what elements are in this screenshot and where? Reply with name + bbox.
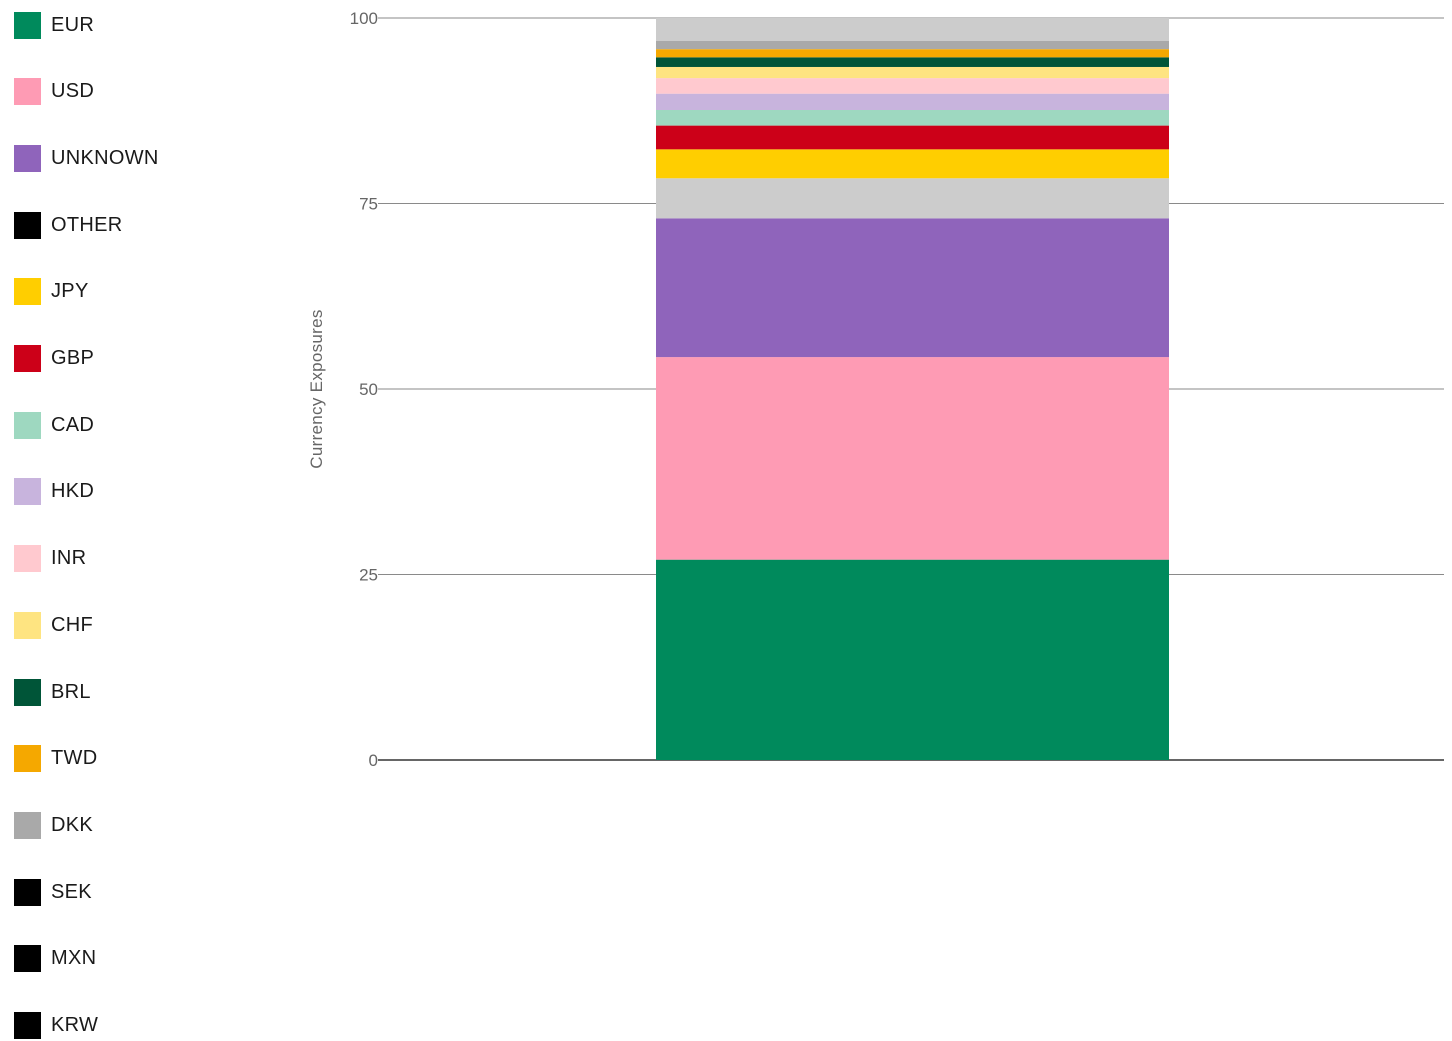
legend-label: USD [51, 80, 95, 103]
bar-segment-chf[interactable] [656, 66, 1169, 79]
y-tick-label: 75 [359, 195, 378, 214]
bar-segment-hkd[interactable] [656, 93, 1169, 111]
bar-segment-twd[interactable] [656, 49, 1169, 58]
bar-segment-remainder[interactable] [656, 18, 1169, 42]
legend-label: KRW [51, 1014, 99, 1036]
legend-item-eur[interactable]: EUR [14, 11, 94, 39]
legend-item-twd[interactable]: TWD [14, 745, 97, 773]
y-tick-label: 0 [369, 751, 378, 770]
bar-segment-jpy[interactable] [656, 149, 1169, 179]
legend-item-other[interactable]: OTHER [14, 211, 123, 239]
legend-swatch [14, 1012, 41, 1039]
bar-segment-cad[interactable] [656, 110, 1169, 126]
legend-label: BRL [51, 680, 91, 703]
legend-item-jpy[interactable]: JPY [14, 278, 89, 306]
legend-swatch [14, 278, 41, 306]
legend-label: SEK [51, 880, 92, 903]
legend-swatch [14, 345, 41, 372]
bar-segments [656, 18, 1169, 760]
bar-segment-eur[interactable] [656, 559, 1169, 760]
legend-label: EUR [51, 13, 95, 36]
legend-swatch [14, 11, 41, 39]
legend-swatch [14, 478, 41, 506]
legend-swatch [14, 745, 41, 773]
legend-item-mxn[interactable]: MXN [14, 945, 96, 973]
y-axis-title: Currency Exposures [307, 309, 326, 468]
legend-label: MXN [51, 947, 97, 970]
legend-swatch [14, 611, 41, 639]
legend-swatch [14, 878, 41, 906]
legend-label: HKD [51, 480, 95, 503]
legend-swatch [14, 811, 41, 839]
legend-swatch [14, 144, 41, 172]
legend-swatch [14, 211, 41, 239]
legend-item-sek[interactable]: SEK [14, 878, 92, 906]
bar-segment-gbp[interactable] [656, 125, 1169, 150]
legend-item-chf[interactable]: CHF [14, 611, 93, 639]
legend-label: GBP [51, 347, 95, 369]
legend-label: DKK [51, 813, 94, 836]
legend-label: JPY [51, 280, 89, 303]
y-tick-label: 100 [350, 9, 378, 28]
legend-swatch [14, 411, 41, 439]
bar-segment-unknown[interactable] [656, 218, 1169, 358]
legend-swatch [14, 678, 41, 706]
legend-item-brl[interactable]: BRL [14, 678, 91, 706]
y-axis-ticks: 0 25 50 75 100 [350, 9, 378, 770]
bar-segment-brl[interactable] [656, 57, 1169, 67]
legend-swatch [14, 945, 41, 973]
bar-segment-dkk[interactable] [656, 41, 1169, 50]
legend-label: INR [51, 547, 87, 570]
legend-item-unknown[interactable]: UNKNOWN [14, 144, 159, 172]
legend-label: TWD [51, 747, 98, 770]
legend-label: CAD [51, 413, 95, 436]
legend-item-inr[interactable]: INR [14, 545, 86, 573]
y-tick-label: 25 [359, 566, 378, 585]
bar-segment-usd[interactable] [656, 357, 1169, 560]
legend-label: UNKNOWN [51, 146, 159, 169]
legend-item-krw[interactable]: KRW [14, 1012, 98, 1040]
bar-segment-other[interactable] [656, 178, 1169, 219]
legend-item-cad[interactable]: CAD [14, 411, 94, 439]
y-tick-label: 50 [359, 380, 378, 399]
bar-segment-inr[interactable] [656, 78, 1169, 94]
legend-label: OTHER [51, 213, 123, 236]
legend-item-usd[interactable]: USD [14, 78, 94, 106]
legend-swatch [14, 78, 41, 106]
legend-label: CHF [51, 613, 94, 636]
legend-item-hkd[interactable]: HKD [14, 478, 94, 506]
legend-item-gbp[interactable]: GBP [14, 345, 94, 373]
legend-item-dkk[interactable]: DKK [14, 811, 93, 839]
legend-swatch [14, 545, 41, 573]
